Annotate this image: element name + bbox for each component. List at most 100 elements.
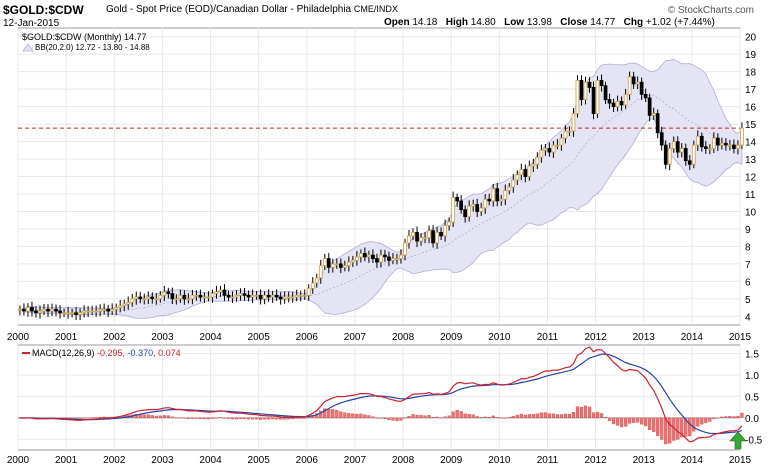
price-y-tick-label: 6	[745, 277, 751, 288]
macd-x-tick-label: 2006	[296, 455, 319, 465]
candle-up	[519, 169, 524, 176]
macd-histogram-bar	[395, 417, 399, 421]
macd-histogram-bar	[579, 406, 584, 418]
candle-up	[142, 298, 147, 301]
candle-up	[531, 163, 536, 167]
macd-histogram-bar	[166, 415, 170, 418]
high-value: 14.80	[470, 17, 496, 28]
macd-histogram-bar	[583, 405, 588, 419]
candle-up	[286, 296, 291, 299]
candle-down	[54, 308, 58, 312]
candle-up	[354, 256, 359, 261]
price-y-tick-label: 8	[745, 242, 751, 253]
macd-histogram-bar	[523, 414, 527, 419]
macd-histogram-bar	[74, 417, 78, 419]
macd-histogram-bar	[78, 417, 82, 419]
candle-down	[639, 81, 644, 95]
macd-histogram-bar	[656, 417, 660, 436]
candle-up	[118, 305, 123, 308]
macd-legend-value: -0.295,	[97, 348, 128, 358]
candle-down	[475, 204, 480, 212]
macd-histogram-bar	[487, 417, 491, 418]
candle-down	[631, 76, 636, 85]
macd-histogram-bar	[720, 416, 724, 418]
macd-histogram-bar	[511, 416, 515, 419]
macd-histogram-bar	[551, 413, 556, 419]
macd-histogram-bar	[507, 417, 511, 419]
candle-up	[234, 294, 239, 298]
price-legend-bb: BB(20,2.0) 12.72 - 13.80 - 14.88	[35, 43, 150, 52]
price-legend-main: $GOLD:$CDW (Monthly) 14.77	[22, 32, 147, 42]
macd-legend-label: MACD(12,26,9) -0.295, -0.370, 0.074	[32, 348, 181, 358]
macd-histogram-bar	[563, 413, 568, 418]
macd-x-tick-label: 2010	[488, 455, 511, 465]
macd-histogram-bar	[603, 417, 608, 418]
candle-down	[383, 254, 387, 258]
macd-x-tick-label: 2009	[440, 455, 463, 465]
candle-up	[298, 294, 303, 297]
price-y-tick-label: 17	[745, 85, 757, 96]
macd-histogram-bar	[383, 417, 387, 420]
macd-histogram-bar	[234, 417, 239, 420]
candle-down	[732, 144, 736, 150]
candle-up	[114, 307, 118, 310]
candle-down	[724, 142, 728, 146]
candle-down	[22, 308, 26, 312]
candle-up	[535, 156, 540, 165]
candle-up	[158, 294, 163, 300]
macd-histogram-bar	[355, 413, 359, 419]
macd-histogram-bar	[495, 417, 499, 418]
macd-x-tick-label: 2004	[199, 455, 222, 465]
price-y-tick-label: 18	[745, 68, 757, 79]
macd-histogram-bar	[527, 414, 531, 419]
macd-histogram-bar	[636, 417, 640, 423]
price-x-tick-label: 2015	[729, 332, 752, 343]
macd-histogram-bar	[218, 417, 223, 419]
candle-up	[479, 207, 484, 212]
candle-up	[671, 141, 676, 150]
price-y-tick-label: 9	[745, 225, 751, 236]
macd-histogram-bar	[451, 411, 455, 419]
macd-histogram-bar	[263, 417, 267, 420]
price-y-tick-label: 12	[745, 173, 757, 184]
macd-histogram-bar	[692, 417, 696, 432]
candle-up	[238, 293, 243, 296]
candle-up	[206, 296, 211, 299]
macd-histogram-bar	[275, 417, 279, 420]
macd-x-tick-label: 2001	[55, 455, 78, 465]
candle-up	[346, 261, 351, 267]
candle-down	[487, 198, 492, 202]
price-y-tick-label: 4	[745, 312, 751, 323]
macd-histogram-bar	[599, 413, 604, 418]
candle-up	[174, 298, 179, 301]
candle-up	[691, 144, 696, 165]
candle-up	[567, 130, 572, 133]
macd-histogram-bar	[399, 417, 403, 421]
candle-down	[258, 294, 263, 300]
macd-x-tick-label: 2012	[584, 455, 607, 465]
candle-up	[712, 137, 716, 150]
bollinger-legend-icon	[22, 43, 34, 52]
candle-down	[274, 294, 279, 298]
macd-histogram-bar	[331, 409, 335, 419]
macd-histogram-bar	[258, 417, 263, 420]
price-x-tick-label: 2012	[584, 332, 607, 343]
macd-histogram-bar	[700, 417, 704, 425]
candle-up	[66, 312, 70, 315]
candle-down	[659, 132, 664, 146]
candle-up	[214, 291, 219, 294]
macd-histogram-bar	[134, 414, 138, 419]
candle-up	[262, 294, 267, 300]
macd-histogram-bar	[291, 417, 295, 420]
candle-up	[740, 127, 744, 146]
price-x-tick-label: 2002	[103, 332, 126, 343]
candle-up	[230, 296, 235, 299]
candle-down	[58, 310, 62, 314]
low-value: 13.98	[526, 17, 552, 28]
chart-date: 12-Jan-2015	[3, 18, 60, 29]
candle-up	[78, 312, 82, 315]
macd-histogram-bar	[491, 415, 495, 419]
brand-watermark[interactable]: © StockCharts.com	[667, 5, 754, 16]
macd-histogram-bar	[303, 417, 307, 419]
